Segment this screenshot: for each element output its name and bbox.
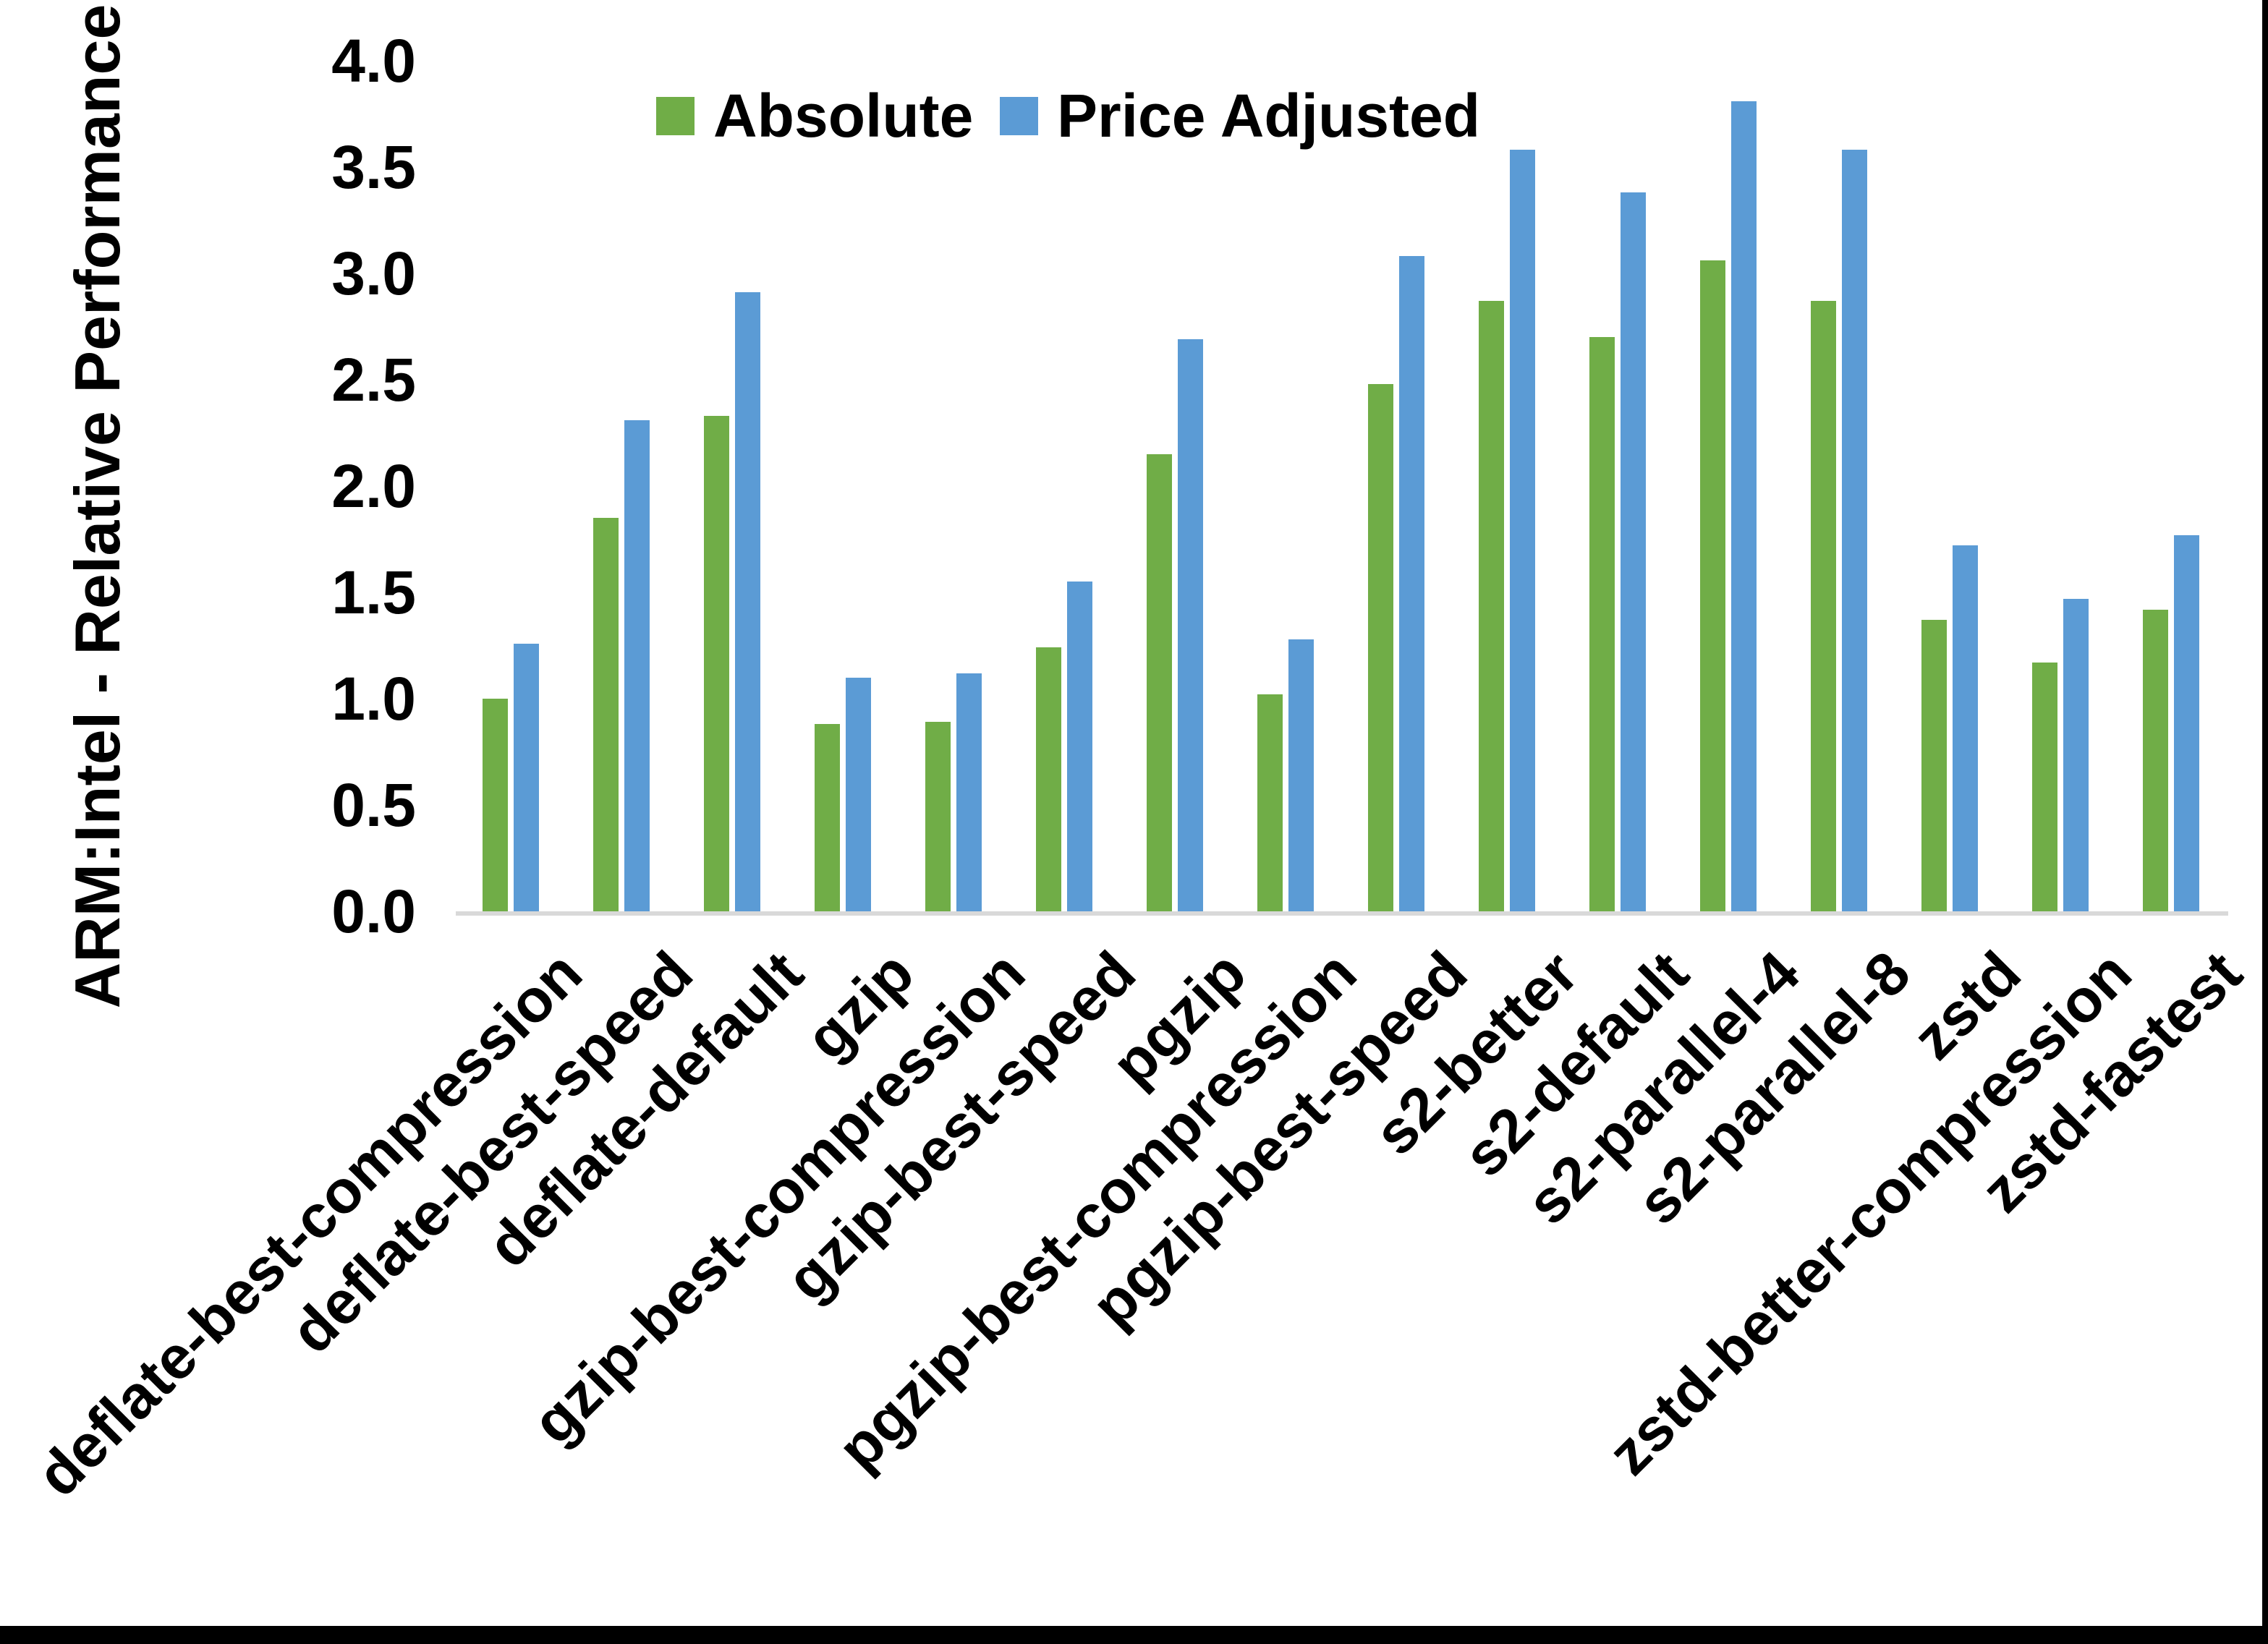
bar-absolute-deflate-best-speed (593, 518, 619, 911)
bar-absolute-s2-default (1589, 337, 1615, 911)
bar-price-adjusted-s2-parallel-8 (1842, 150, 1867, 911)
bar-price-adjusted-gzip-best-speed (1067, 582, 1092, 911)
bar-price-adjusted-s2-default (1621, 192, 1646, 911)
bar-price-adjusted-pgzip-best-compression (1288, 639, 1314, 911)
bar-absolute-pgzip (1147, 454, 1172, 911)
bar-absolute-deflate-best-compression (483, 699, 508, 911)
bar-price-adjusted-deflate-default (735, 292, 760, 911)
bar-absolute-zstd (1921, 620, 1947, 911)
bar-price-adjusted-pgzip (1178, 339, 1203, 911)
legend-label-price-adjusted: Price Adjusted (1057, 82, 1481, 150)
y-tick-4.0: 4.0 (331, 27, 416, 95)
y-tick-0.0: 0.0 (331, 877, 416, 945)
bar-absolute-pgzip-best-speed (1368, 384, 1393, 911)
bar-absolute-pgzip-best-compression (1257, 694, 1283, 911)
bar-absolute-s2-parallel-8 (1811, 301, 1836, 911)
legend-swatch-price-adjusted (1000, 96, 1038, 135)
bar-absolute-gzip (815, 724, 840, 911)
y-tick-1.5: 1.5 (331, 558, 416, 626)
screenshot-bottom-border (0, 1626, 2268, 1644)
y-axis-title: ARM:Intel - Relative Performance (61, 4, 133, 1009)
bar-price-adjusted-gzip-best-compression (956, 673, 982, 911)
y-tick-3.5: 3.5 (331, 133, 416, 201)
bar-price-adjusted-deflate-best-compression (514, 644, 539, 911)
bar-absolute-s2-parallel-4 (1700, 260, 1725, 911)
bar-price-adjusted-zstd-fastest (2174, 535, 2199, 911)
legend-item-absolute: Absolute (656, 85, 973, 146)
bar-absolute-gzip-best-compression (925, 722, 951, 911)
bar-price-adjusted-zstd-better-compression (2063, 599, 2089, 911)
y-tick-1.0: 1.0 (331, 665, 416, 733)
y-tick-3.0: 3.0 (331, 239, 416, 307)
bar-price-adjusted-s2-better (1510, 150, 1535, 911)
bar-price-adjusted-gzip (846, 678, 871, 911)
bar-price-adjusted-deflate-best-speed (624, 420, 650, 911)
y-tick-2.0: 2.0 (331, 452, 416, 520)
legend-item-price-adjusted: Price Adjusted (1000, 85, 1480, 146)
x-axis-line (456, 911, 2228, 916)
y-tick-0.5: 0.5 (331, 771, 416, 839)
screenshot-right-border (2262, 0, 2268, 1644)
y-tick-2.5: 2.5 (331, 346, 416, 414)
bar-absolute-s2-better (1479, 301, 1504, 911)
bar-price-adjusted-s2-parallel-4 (1731, 101, 1757, 911)
bar-absolute-gzip-best-speed (1036, 647, 1061, 911)
bar-price-adjusted-pgzip-best-speed (1399, 256, 1424, 911)
bar-absolute-zstd-fastest (2143, 610, 2168, 911)
bar-price-adjusted-zstd (1953, 545, 1978, 911)
bar-absolute-deflate-default (704, 416, 729, 911)
legend-swatch-absolute (656, 96, 695, 135)
legend-label-absolute: Absolute (713, 82, 974, 150)
bar-absolute-zstd-better-compression (2032, 663, 2057, 911)
